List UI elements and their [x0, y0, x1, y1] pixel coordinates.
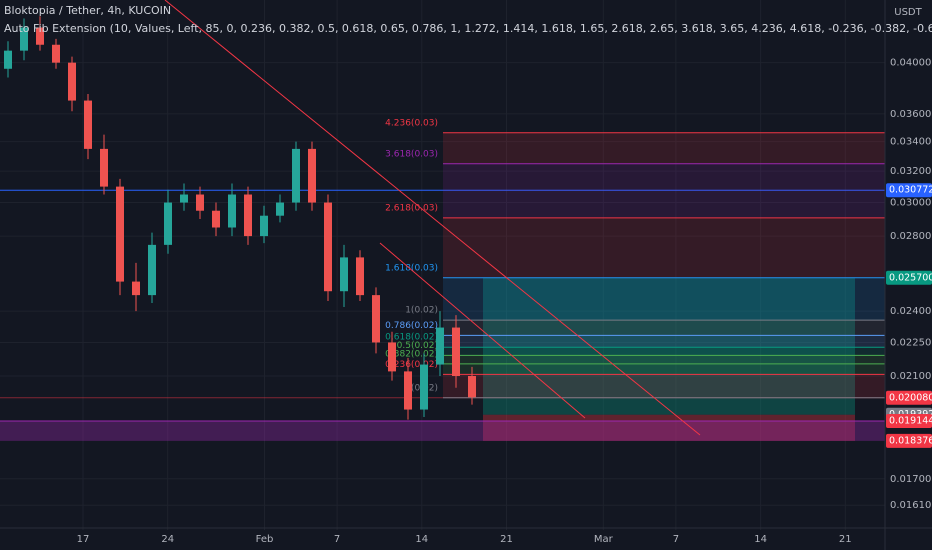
x-tick-label: 14 — [754, 534, 767, 545]
fib-label: 0.786(0.02) — [385, 321, 438, 331]
candle-body — [436, 327, 444, 365]
x-tick-label: 21 — [839, 534, 852, 545]
candle-body — [180, 194, 188, 203]
fib-band — [443, 363, 885, 375]
candle-body — [148, 244, 156, 296]
fib-band — [443, 374, 885, 398]
price-badge — [886, 270, 932, 285]
price-badge — [886, 183, 932, 198]
candle-body — [228, 194, 236, 228]
candle-body — [468, 376, 476, 398]
stop-zone[interactable] — [483, 414, 855, 441]
candle-body — [276, 202, 284, 216]
candle-body — [212, 210, 220, 228]
fib-band — [443, 217, 885, 278]
candle-body — [20, 27, 28, 51]
fib-label: 3.618(0.03) — [385, 149, 438, 159]
fib-label: 1.618(0.03) — [385, 263, 438, 273]
fib-label: 2.618(0.03) — [385, 203, 438, 213]
price-badge-label: 0.020080 — [889, 392, 932, 403]
candle-body — [372, 295, 380, 343]
candle-body — [132, 281, 140, 296]
fib-band — [443, 277, 885, 321]
price-badge-label: 0.030772 — [889, 185, 932, 196]
price-badge-label: 0.025700 — [889, 272, 932, 283]
candle-body — [164, 202, 172, 245]
fib-label: 4.236(0.03) — [385, 118, 438, 128]
fib-band — [443, 320, 885, 336]
y-tick-label: 0.040000 — [890, 58, 932, 69]
trend-line[interactable] — [164, 0, 701, 436]
price-badge — [886, 433, 932, 448]
candle-body — [244, 194, 252, 237]
candle-body — [404, 371, 412, 410]
price-badge — [886, 414, 932, 429]
fib-band — [443, 355, 885, 364]
candle-body — [36, 27, 44, 45]
candle-body — [292, 148, 300, 203]
candle-body — [388, 342, 396, 372]
chart-title: Bloktopia / Tether, 4h, KUCOIN — [4, 4, 171, 17]
currency-unit: USDT — [894, 7, 922, 18]
x-tick-label: 7 — [334, 534, 340, 545]
candle-body — [308, 148, 316, 203]
candle-body — [324, 202, 332, 292]
target-zone[interactable] — [483, 277, 855, 415]
fib-band — [443, 132, 885, 164]
candle-body — [356, 257, 364, 296]
range-box[interactable] — [0, 421, 885, 441]
candle-body — [68, 62, 76, 101]
candle-body — [100, 148, 108, 187]
fib-band — [443, 163, 885, 218]
x-tick-label: 24 — [161, 534, 174, 545]
price-badge-label: 0.019144 — [889, 416, 932, 427]
candle-body — [340, 257, 348, 292]
candle-body — [4, 50, 12, 69]
x-tick-label: Mar — [594, 534, 614, 545]
trend-line[interactable] — [379, 242, 586, 419]
candle-body — [84, 100, 92, 149]
price-badge — [886, 390, 932, 405]
indicator-legend[interactable]: Auto Fib Extension (10, Values, Left, 85… — [4, 22, 932, 35]
candle-body — [196, 194, 204, 211]
fib-label: 0.5(0.02) — [397, 341, 438, 351]
fib-label: 0.236(0.02) — [385, 360, 438, 370]
candle-body — [420, 364, 428, 410]
fib-band — [443, 347, 885, 356]
x-tick-label: Feb — [256, 534, 274, 545]
x-tick-label: 7 — [673, 534, 679, 545]
x-tick-label: 17 — [77, 534, 90, 545]
x-tick-label: 14 — [415, 534, 428, 545]
price-badge-label: 0.018376 — [889, 435, 932, 446]
candle-body — [116, 186, 124, 282]
candle-body — [260, 215, 268, 237]
fib-label: 0.382(0.02) — [385, 349, 438, 359]
fib-band — [443, 335, 885, 348]
candle-body — [452, 327, 460, 377]
fib-label: 0.618(0.02) — [385, 333, 438, 343]
x-tick-label: 21 — [500, 534, 513, 545]
fib-label: 1(0.02) — [405, 306, 438, 316]
candle-body — [52, 44, 60, 63]
